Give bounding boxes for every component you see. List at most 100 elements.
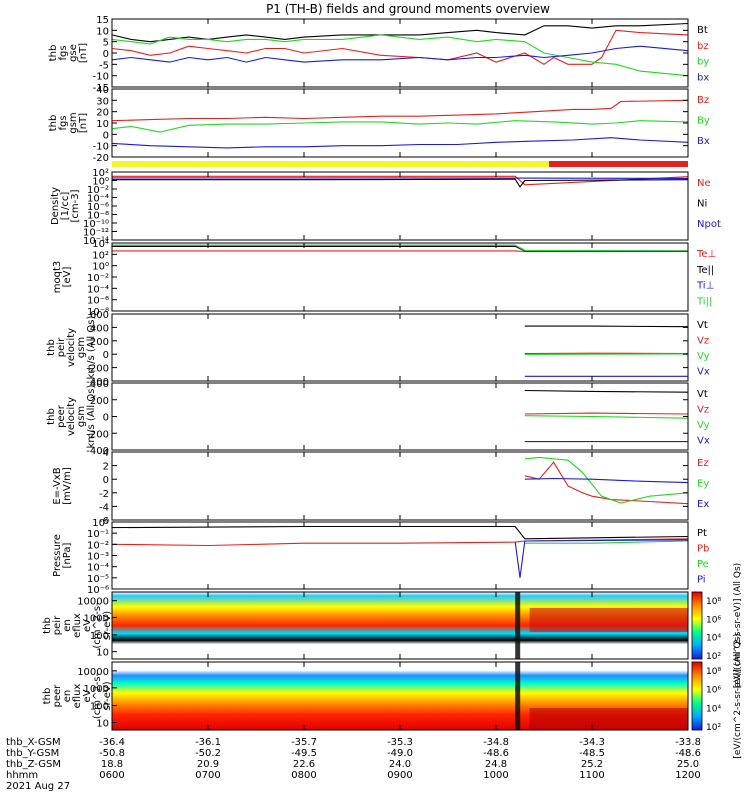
chart-title: P1 (TH-B) fields and ground moments over… — [266, 2, 550, 16]
x-tick-value: -34.8 — [483, 737, 509, 748]
y-tick-label: 10⁻⁶ — [87, 202, 109, 213]
panel-frame — [111, 382, 689, 451]
y-tick-label: 10⁻⁸ — [87, 307, 109, 318]
y-axis-label: velocity — [66, 397, 77, 436]
panel-10: 10000 1000 100 10 thb peer en eflux eV (cm^2-s-sr… — [42, 661, 689, 731]
series-line — [112, 244, 689, 252]
y-axis-label: gse — [68, 44, 79, 62]
y-axis-label: E=-VxB — [52, 467, 63, 504]
y-axis-label: gsm — [76, 337, 87, 358]
y-tick-label: 10 — [96, 719, 109, 730]
y-tick-label: -200 — [86, 429, 109, 440]
colorbar-label: [eV/(cm^2-s-sr-eV)] (All Qs) — [733, 563, 743, 688]
y-axis-label: moqt3 — [52, 261, 63, 294]
legend-entry: Pt — [697, 528, 707, 539]
x-tick-value: 22.6 — [293, 759, 315, 770]
y-axis-label: sr-eV) — [102, 611, 113, 640]
y-tick-label: 1000 — [84, 684, 109, 695]
y-tick-label: 10⁻² — [87, 185, 109, 196]
x-tick-value: -48.6 — [675, 748, 701, 759]
y-axis-label: eflux — [72, 613, 83, 638]
status-bar-red — [549, 161, 688, 167]
x-tick-value: -36.1 — [195, 737, 221, 748]
x-tick-value: -49.5 — [291, 748, 317, 759]
y-axis-label: km/s (All Qs) — [86, 385, 97, 449]
legend-entry: bx — [697, 72, 709, 83]
series-line — [112, 175, 689, 186]
y-axis-label: (cm^2-s- — [92, 672, 103, 719]
panel-frame — [111, 451, 689, 521]
x-tick-value: -36.4 — [99, 737, 125, 748]
x-tick-value: 1200 — [675, 770, 700, 781]
y-tick-label: 100 — [90, 631, 109, 642]
y-axis-label: thb — [48, 45, 59, 62]
x-tick-value: -48.5 — [579, 748, 605, 759]
y-tick-label: -4 — [99, 502, 109, 513]
series-line — [111, 525, 689, 540]
legend-entry: Ni — [697, 199, 707, 210]
series-line — [111, 29, 689, 65]
y-axis-label: Pressure — [52, 534, 63, 577]
colorbar — [691, 661, 703, 731]
spectrogram-magnetosheath — [529, 708, 688, 730]
colorbar-tick: 10⁴ — [706, 634, 721, 644]
y-tick-label: 10⁴ — [92, 239, 109, 250]
series-line — [524, 325, 689, 328]
legend-entry: Bt — [697, 25, 708, 36]
x-row-label: hhmm — [6, 770, 38, 781]
y-axis-label: eflux — [72, 684, 83, 709]
series-line — [524, 412, 689, 415]
y-tick-label: 30 — [96, 96, 109, 107]
legend-entry: By — [697, 116, 710, 127]
y-axis-label: [nT] — [78, 113, 89, 133]
legend-entry: Ez — [697, 458, 709, 469]
y-tick-label: 10⁻² — [87, 273, 109, 284]
legend-entry: Ey — [697, 479, 709, 490]
legend-entry: Ne — [697, 178, 711, 189]
y-tick-label: 10 — [96, 648, 109, 659]
legend-entry: by — [697, 57, 709, 68]
x-tick-value: -34.3 — [579, 737, 605, 748]
x-tick-value: 25.2 — [581, 759, 603, 770]
y-tick-label: -10 — [93, 72, 109, 83]
series-line — [111, 22, 689, 43]
y-axis-label: Density — [50, 187, 61, 225]
series-line — [111, 137, 689, 149]
x-date-label: 2021 Aug 27 — [6, 781, 70, 792]
y-axis-label: fgs — [58, 45, 69, 60]
spectrogram-transition — [515, 662, 521, 730]
y-tick-label: -6 — [99, 516, 109, 527]
x-tick-value: -50.8 — [99, 748, 125, 759]
y-axis-label: [cm-3] — [70, 189, 81, 222]
colorbar-label: [eV/(cm^2-s-sr-eV)] (All Qs) — [733, 633, 743, 758]
x-row-label: thb_Y-GSM — [6, 748, 59, 759]
y-tick-label: -10 — [93, 142, 109, 153]
legend-entry: Pb — [697, 544, 709, 555]
legend-entry: Bx — [697, 136, 710, 147]
y-tick-label: 10⁻¹⁴ — [83, 236, 109, 247]
legend-entry: Npot — [697, 219, 721, 230]
y-tick-label: 10⁻⁶ — [87, 296, 109, 307]
y-axis-label: thb — [46, 408, 57, 425]
y-tick-label: 10⁻⁵ — [87, 574, 109, 585]
y-axis-label: velocity — [66, 328, 77, 367]
legend-entry: Bz — [697, 95, 709, 106]
panel-frame — [111, 171, 689, 241]
y-tick-label: 10000 — [77, 667, 109, 678]
x-tick-value: -35.7 — [291, 737, 317, 748]
colorbar-tick: 10² — [706, 723, 721, 733]
y-tick-label: -20 — [93, 153, 109, 164]
y-tick-label: 200 — [90, 396, 109, 407]
y-axis-label: [mV/m] — [62, 467, 73, 505]
legend-entry: Ti|| — [696, 296, 712, 307]
legend-entry: bz — [697, 41, 709, 52]
x-tick-value: 24.0 — [389, 759, 411, 770]
panel-frame — [111, 661, 689, 731]
y-axis-label: km/s (All Qs) — [86, 316, 97, 380]
legend-entry: Vz — [697, 336, 709, 347]
y-tick-label: 10000 — [77, 597, 109, 608]
series-line — [524, 389, 689, 393]
